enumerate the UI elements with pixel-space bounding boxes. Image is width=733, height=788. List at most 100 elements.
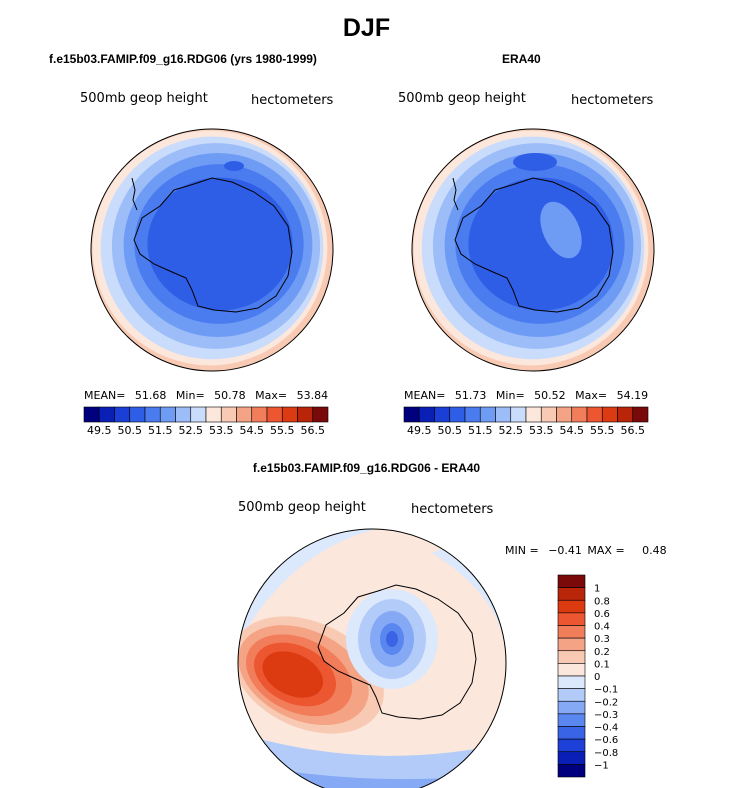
panel-3-min-value: −0.41 — [548, 544, 582, 557]
colorbar-swatch — [557, 625, 586, 639]
colorbar-swatch — [312, 406, 329, 423]
colorbar-swatch — [236, 406, 253, 423]
map-fill — [91, 129, 333, 371]
colorbar-swatch — [144, 406, 161, 423]
colorbar-swatch — [175, 406, 192, 423]
colorbar-tick-label: −0.6 — [594, 735, 618, 746]
panel-2-map — [411, 128, 655, 372]
colorbar-swatch — [557, 587, 586, 601]
panel-2-right-label: hectometers — [571, 93, 654, 108]
colorbar-swatch — [510, 406, 527, 423]
map-border — [411, 128, 655, 372]
colorbar-tick-label: 51.5 — [468, 424, 493, 437]
colorbar-tick-label: 0.3 — [594, 634, 610, 645]
panel-2-mean-value: 51.73 — [454, 389, 487, 402]
colorbar-swatch — [601, 406, 618, 423]
colorbar-tick-label: 0.8 — [594, 596, 610, 607]
colorbar-tick-label: −1 — [594, 760, 609, 771]
negative-band-4 — [386, 631, 398, 647]
colorbar-swatch — [556, 406, 573, 423]
colorbar-tick-label: −0.8 — [594, 748, 618, 759]
colorbar-tick-label: 53.5 — [209, 424, 234, 437]
panel-1-mean-label: MEAN= — [84, 389, 126, 402]
colorbar-swatch — [571, 406, 588, 423]
colorbar-swatch — [632, 406, 649, 423]
colorbar-tick-label: 51.5 — [148, 424, 173, 437]
colorbar-tick-label: 49.5 — [87, 424, 112, 437]
panel-1-max-value: 53.84 — [296, 389, 329, 402]
panel-3-max-value: 0.48 — [642, 544, 667, 557]
colorbar-swatch — [495, 406, 512, 423]
colorbar-tick-label: −0.3 — [594, 710, 618, 721]
panel-3-stats: MIN = −0.41 MAX = 0.48 — [505, 544, 667, 557]
panel-3-right-label: hectometers — [411, 502, 494, 517]
colorbar-tick-label: 52.5 — [499, 424, 524, 437]
panel-2-max-value: 54.19 — [616, 389, 649, 402]
panel-3-max-label: MAX = — [587, 544, 625, 557]
colorbar-swatch — [205, 406, 222, 423]
colorbar-swatch — [297, 406, 314, 423]
colorbar-tick-label: 50.5 — [118, 424, 143, 437]
peninsula-coast — [131, 177, 138, 211]
panel-1-map — [90, 128, 334, 372]
colorbar-tick-label: 55.5 — [590, 424, 615, 437]
colorbar-tick-label: −0.2 — [594, 697, 618, 708]
high-over-plateau — [540, 201, 582, 259]
colorbar-swatch — [557, 738, 586, 753]
colorbar-swatch — [159, 406, 176, 423]
page-title: DJF — [342, 14, 391, 42]
colorbar-swatch — [251, 406, 268, 423]
colorbar-tick-label: 55.5 — [270, 424, 295, 437]
panel-1-stats: MEAN= 51.68 Min= 50.78 Max= 53.84 — [84, 389, 328, 402]
panel-2-title: ERA40 — [502, 52, 541, 66]
panel-2-mean-label: MEAN= — [404, 389, 446, 402]
panel-3-left-label: 500mb geop height — [238, 500, 366, 515]
colorbar-swatch — [557, 700, 586, 715]
colorbar-swatch — [129, 406, 146, 423]
panel-2-colorbar: 49.5 50.5 51.5 52.5 53.5 54.5 55.5 56.5 — [403, 406, 649, 437]
colorbar-swatch — [540, 406, 557, 423]
colorbar-tick-label: 0.1 — [594, 659, 610, 670]
low-center-north — [513, 153, 557, 171]
colorbar-tick-label: 0.6 — [594, 609, 610, 620]
colorbar-swatch — [557, 688, 586, 702]
colorbar-swatch — [281, 406, 298, 423]
colorbar-swatch — [266, 406, 283, 423]
colorbar-swatch — [220, 406, 237, 423]
colorbar-swatch — [98, 406, 115, 423]
band-neg-0.3-south — [238, 763, 506, 788]
colorbar-swatch — [418, 406, 435, 423]
panel-1-right-label: hectometers — [251, 93, 334, 108]
colorbar-tick-label: 56.5 — [301, 424, 326, 437]
colorbar-swatch — [557, 726, 586, 740]
panel-1-colorbar: 49.5 50.5 51.5 52.5 53.5 54.5 55.5 56.5 — [83, 406, 329, 437]
low-center-small — [224, 161, 244, 171]
colorbar-swatch — [557, 751, 586, 765]
panel-2-max-label: Max= — [575, 389, 608, 402]
panel-1-max-label: Max= — [255, 389, 288, 402]
panel-2-stats: MEAN= 51.73 Min= 50.52 Max= 54.19 — [404, 389, 648, 402]
panel-1-mean-value: 51.68 — [134, 389, 167, 402]
panel-1-min-value: 50.78 — [214, 389, 246, 402]
colorbar-tick-label: 54.5 — [240, 424, 265, 437]
colorbar-tick-label: 49.5 — [407, 424, 432, 437]
panel-3-map — [237, 528, 507, 788]
colorbar-swatch — [557, 663, 586, 677]
colorbar-swatch — [557, 612, 586, 626]
colorbar-tick-label: −0.4 — [594, 723, 618, 734]
colorbar-swatch — [557, 599, 586, 614]
panel-3-title: f.e15b03.FAMIP.f09_g16.RDG06 - ERA40 — [252, 461, 481, 475]
colorbar-tick-label: 53.5 — [529, 424, 554, 437]
colorbar-swatch — [83, 406, 100, 423]
panel-3-colorbar: 10.8 0.6 0.40.3 0.20.1 0 −0.1−0.2 −0.3 −0.4−0.6… — [557, 574, 618, 778]
colorbar-tick-label: 56.5 — [621, 424, 646, 437]
panel-2-left-label: 500mb geop height — [398, 91, 526, 106]
panel-2-min-label: Min= — [495, 389, 525, 402]
colorbar-tick-label: 50.5 — [438, 424, 463, 437]
colorbar-swatch — [114, 406, 131, 423]
panel-1-left-label: 500mb geop height — [80, 91, 208, 106]
colorbar-swatch — [190, 406, 207, 423]
panel-1-title: f.e15b03.FAMIP.f09_g16.RDG06 (yrs 1980-1… — [49, 52, 317, 66]
colorbar-tick-label: −0.1 — [594, 685, 618, 696]
peninsula-coast — [452, 177, 459, 211]
